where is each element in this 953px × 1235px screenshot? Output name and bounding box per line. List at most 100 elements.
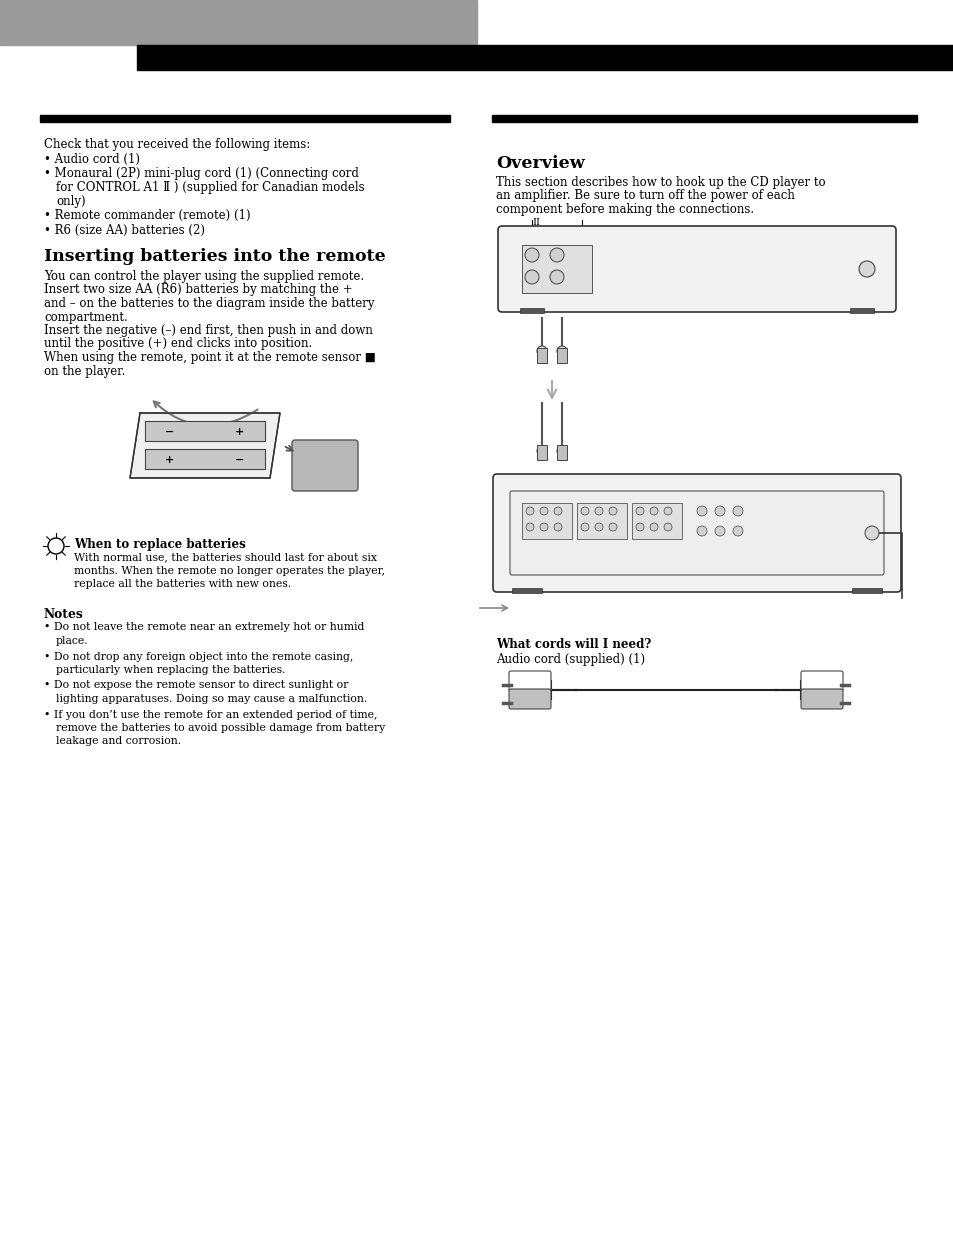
Text: You can control the player using the supplied remote.: You can control the player using the sup… (44, 270, 364, 283)
Text: II: II (532, 219, 539, 227)
Text: • R6 (size AA) batteries (2): • R6 (size AA) batteries (2) (44, 224, 205, 236)
Bar (145, 421, 265, 441)
Text: Insert two size AA (R6) batteries by matching the +: Insert two size AA (R6) batteries by mat… (44, 284, 353, 296)
Text: Notes: Notes (44, 608, 84, 620)
Circle shape (537, 346, 546, 356)
Text: particularly when replacing the batteries.: particularly when replacing the batterie… (56, 664, 285, 676)
Bar (137, 44, 953, 70)
Circle shape (525, 522, 534, 531)
Bar (512, 588, 541, 593)
Bar (577, 503, 626, 538)
Text: With normal use, the batteries should last for about six: With normal use, the batteries should la… (74, 552, 376, 562)
Circle shape (595, 522, 602, 531)
Circle shape (714, 526, 724, 536)
Circle shape (557, 446, 566, 456)
Bar (145, 450, 265, 469)
Text: Audio cord (supplied) (1): Audio cord (supplied) (1) (496, 653, 644, 666)
FancyBboxPatch shape (292, 440, 357, 492)
Text: until the positive (+) end clicks into position.: until the positive (+) end clicks into p… (44, 337, 312, 351)
Circle shape (864, 526, 878, 540)
Text: Inserting batteries into the remote: Inserting batteries into the remote (44, 248, 385, 266)
Circle shape (608, 508, 617, 515)
Circle shape (539, 508, 547, 515)
Circle shape (524, 248, 538, 262)
Text: only): only) (56, 194, 86, 207)
Text: Insert the negative (–) end first, then push in and down: Insert the negative (–) end first, then … (44, 324, 373, 337)
Text: This section describes how to hook up the CD player to: This section describes how to hook up th… (496, 177, 824, 189)
FancyBboxPatch shape (509, 689, 551, 709)
Circle shape (580, 522, 588, 531)
Text: months. When the remote no longer operates the player,: months. When the remote no longer operat… (74, 566, 385, 576)
Bar (492, 115, 916, 122)
Bar (851, 588, 882, 593)
Text: +: + (165, 454, 174, 466)
Text: • Monaural (2P) mini-plug cord (1) (Connecting cord: • Monaural (2P) mini-plug cord (1) (Conn… (44, 168, 358, 180)
Circle shape (732, 506, 742, 516)
Bar (849, 308, 873, 312)
Text: compartment.: compartment. (44, 310, 128, 324)
Circle shape (636, 522, 643, 531)
Circle shape (697, 506, 706, 516)
Text: remove the batteries to avoid possible damage from battery: remove the batteries to avoid possible d… (56, 722, 385, 734)
Text: +: + (235, 427, 244, 437)
FancyBboxPatch shape (510, 492, 883, 576)
Circle shape (595, 508, 602, 515)
Text: leakage and corrosion.: leakage and corrosion. (56, 736, 181, 746)
Bar (537, 445, 546, 459)
Circle shape (858, 261, 874, 277)
Bar (631, 503, 681, 538)
Text: • Remote commander (remote) (1): • Remote commander (remote) (1) (44, 209, 251, 222)
Text: an amplifier. Be sure to turn off the power of each: an amplifier. Be sure to turn off the po… (496, 189, 794, 203)
Circle shape (697, 526, 706, 536)
Circle shape (649, 522, 658, 531)
FancyBboxPatch shape (493, 474, 900, 592)
Bar (521, 503, 572, 538)
Circle shape (550, 270, 563, 284)
Bar (557, 348, 566, 363)
Bar (557, 445, 566, 459)
FancyBboxPatch shape (801, 671, 842, 692)
FancyBboxPatch shape (497, 226, 895, 312)
Text: • Do not drop any foreign object into the remote casing,: • Do not drop any foreign object into th… (44, 652, 353, 662)
Polygon shape (130, 412, 280, 478)
Text: What cords will I need?: What cords will I need? (496, 638, 651, 651)
FancyBboxPatch shape (509, 671, 551, 692)
Circle shape (649, 508, 658, 515)
Circle shape (608, 522, 617, 531)
Text: place.: place. (56, 636, 89, 646)
Text: and – on the batteries to the diagram inside the battery: and – on the batteries to the diagram in… (44, 296, 375, 310)
Bar (521, 245, 592, 293)
Circle shape (554, 508, 561, 515)
Text: replace all the batteries with new ones.: replace all the batteries with new ones. (74, 579, 291, 589)
Circle shape (525, 508, 534, 515)
Circle shape (714, 506, 724, 516)
Text: Overview: Overview (496, 156, 584, 172)
Text: component before making the connections.: component before making the connections. (496, 203, 753, 216)
Bar (519, 308, 543, 312)
Text: • Audio cord (1): • Audio cord (1) (44, 153, 140, 165)
Circle shape (663, 522, 671, 531)
Circle shape (732, 526, 742, 536)
Bar (0, 0, 476, 44)
Circle shape (554, 522, 561, 531)
Text: for CONTROL A1 Ⅱ ) (supplied for Canadian models: for CONTROL A1 Ⅱ ) (supplied for Canadia… (56, 182, 364, 194)
Text: −: − (235, 454, 244, 466)
Text: When using the remote, point it at the remote sensor ■: When using the remote, point it at the r… (44, 351, 375, 364)
Bar (537, 348, 546, 363)
Circle shape (539, 522, 547, 531)
Text: • Do not expose the remote sensor to direct sunlight or: • Do not expose the remote sensor to dir… (44, 680, 348, 690)
Text: −: − (165, 427, 174, 437)
FancyBboxPatch shape (801, 689, 842, 709)
Circle shape (537, 446, 546, 456)
Circle shape (524, 270, 538, 284)
Circle shape (48, 538, 64, 555)
Text: lighting apparatuses. Doing so may cause a malfunction.: lighting apparatuses. Doing so may cause… (56, 694, 367, 704)
Circle shape (580, 508, 588, 515)
Bar (40, 115, 450, 122)
Text: • Do not leave the remote near an extremely hot or humid: • Do not leave the remote near an extrem… (44, 622, 364, 632)
Text: When to replace batteries: When to replace batteries (74, 538, 246, 551)
Circle shape (550, 248, 563, 262)
Text: on the player.: on the player. (44, 364, 125, 378)
Circle shape (557, 346, 566, 356)
Text: • If you don’t use the remote for an extended period of time,: • If you don’t use the remote for an ext… (44, 709, 377, 720)
